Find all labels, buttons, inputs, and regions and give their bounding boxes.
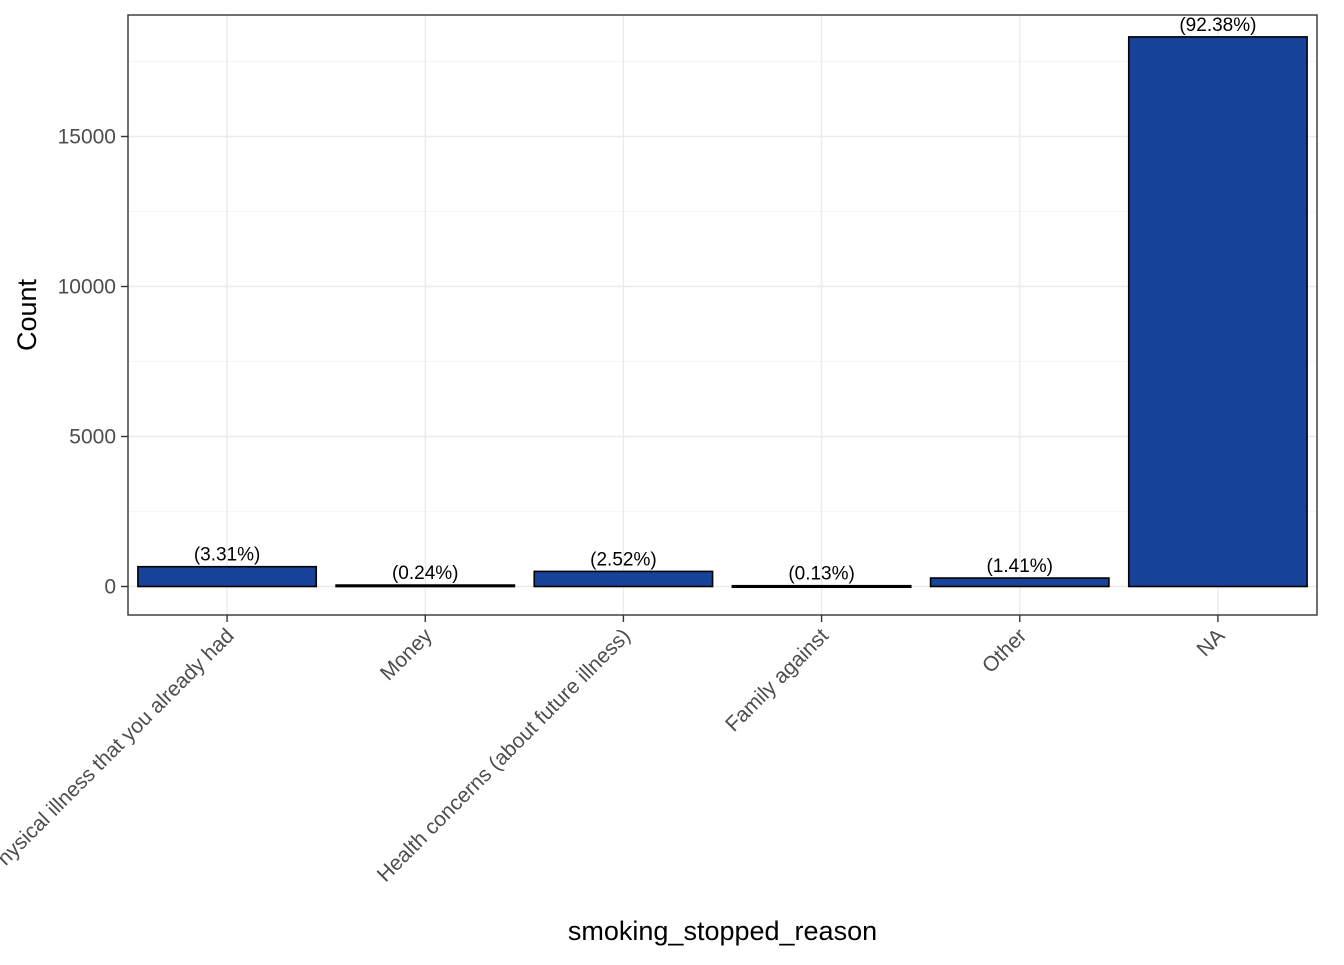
x-tick-label: Money <box>376 624 437 685</box>
x-tick-label: Other <box>978 624 1031 677</box>
bar <box>929 577 1110 588</box>
data-label: (0.24%) <box>392 563 459 584</box>
data-labels: (3.31%) (0.24%) (2.52%) (0.13%) (1.41%) (92.3… <box>194 15 1257 585</box>
y-tick-label: 15000 <box>58 126 116 149</box>
y-axis: 0 5000 10000 15000 <box>58 126 128 599</box>
bars <box>137 36 1308 589</box>
data-label: (0.13%) <box>788 564 855 585</box>
y-tick-label: 5000 <box>69 426 116 449</box>
data-label: (3.31%) <box>194 545 261 566</box>
x-tick-label: NA <box>1193 624 1230 661</box>
bar <box>731 584 912 589</box>
data-label: (2.52%) <box>590 549 657 570</box>
bar <box>137 565 318 588</box>
data-label: (1.41%) <box>986 556 1053 577</box>
x-axis-title: smoking_stopped_reason <box>568 916 877 946</box>
y-tick-label: 10000 <box>58 276 116 299</box>
data-label: (92.38%) <box>1179 15 1256 36</box>
panel-border <box>127 14 1318 616</box>
bar <box>1127 36 1308 588</box>
x-tick-label: Physical illness that you already had <box>0 624 239 880</box>
y-tick-label: 0 <box>104 576 116 599</box>
x-tick-label: Family against <box>721 624 833 736</box>
bar <box>335 584 516 588</box>
y-axis-title: Count <box>12 278 42 351</box>
x-axis: Physical illness that you already had Mon… <box>0 615 1229 886</box>
bar <box>533 570 714 588</box>
